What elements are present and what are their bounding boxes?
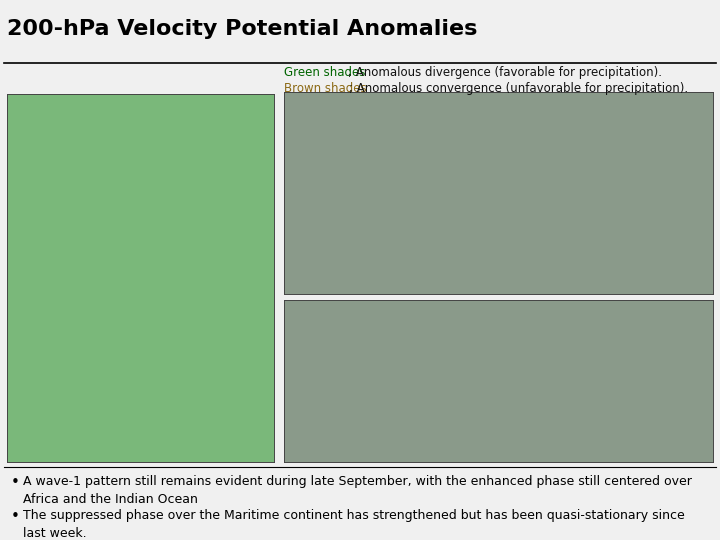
Text: Brown shades: Brown shades xyxy=(284,82,367,95)
Text: ; Anomalous convergence (unfavorable for precipitation).: ; Anomalous convergence (unfavorable for… xyxy=(349,82,688,95)
Text: last week.: last week. xyxy=(23,527,86,540)
Text: 200-hPa Velocity Potential Anomalies: 200-hPa Velocity Potential Anomalies xyxy=(7,19,477,39)
Text: Africa and the Indian Ocean: Africa and the Indian Ocean xyxy=(23,493,198,506)
Text: Green shades: Green shades xyxy=(284,66,366,79)
Text: ; Anomalous divergence (favorable for precipitation).: ; Anomalous divergence (favorable for pr… xyxy=(348,66,662,79)
Text: The suppressed phase over the Maritime continent has strengthened but has been q: The suppressed phase over the Maritime c… xyxy=(23,509,685,522)
Text: A wave-1 pattern still remains evident during late September, with the enhanced : A wave-1 pattern still remains evident d… xyxy=(23,475,692,488)
Text: •: • xyxy=(11,475,19,490)
Text: •: • xyxy=(11,509,19,524)
